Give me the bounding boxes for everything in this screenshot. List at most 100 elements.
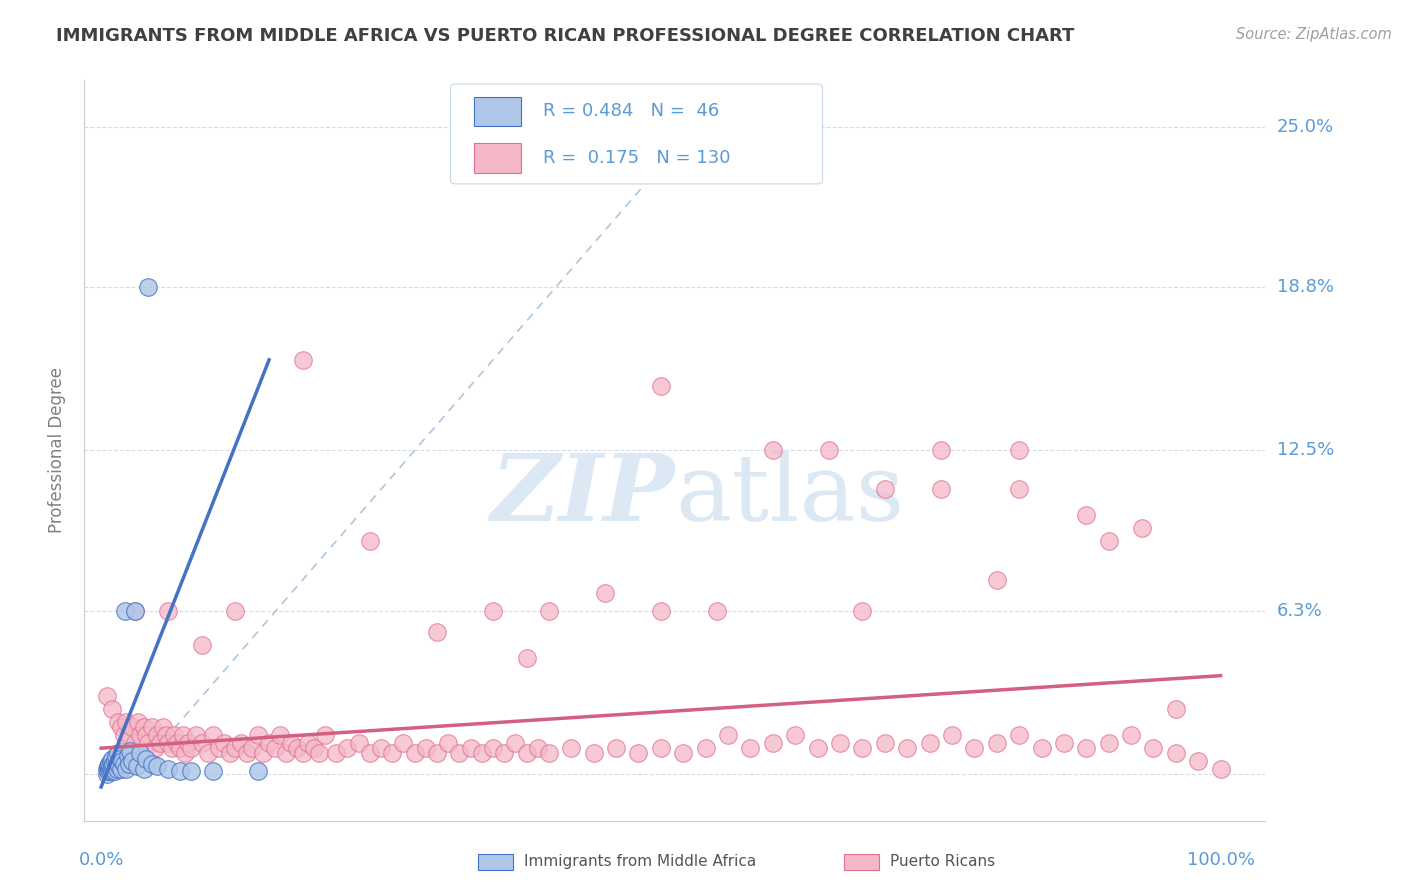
Text: ZIP: ZIP	[491, 450, 675, 540]
Point	[202, 728, 225, 742]
Point	[96, 762, 118, 776]
Point	[107, 747, 129, 761]
Point	[121, 754, 143, 768]
Point	[986, 573, 1008, 587]
Point	[605, 741, 627, 756]
Point	[269, 728, 291, 742]
Point	[208, 741, 231, 756]
Point	[1076, 508, 1098, 523]
Point	[107, 756, 129, 771]
Point	[125, 759, 148, 773]
Point	[695, 741, 717, 756]
Point	[240, 741, 263, 756]
Point	[1076, 741, 1098, 756]
Point	[132, 721, 155, 735]
Point	[110, 762, 132, 776]
Point	[336, 741, 359, 756]
Point	[169, 741, 191, 756]
Point	[136, 280, 159, 294]
Point	[717, 728, 740, 742]
Point	[101, 751, 124, 765]
Point	[191, 638, 214, 652]
Point	[526, 741, 548, 756]
Point	[155, 728, 177, 742]
Point	[121, 721, 143, 735]
Point	[516, 747, 538, 761]
Point	[263, 741, 285, 756]
Bar	[474, 96, 522, 126]
Point	[918, 736, 941, 750]
Point	[1119, 728, 1142, 742]
Point	[246, 764, 269, 779]
Point	[381, 747, 404, 761]
Point	[1098, 736, 1121, 750]
Point	[160, 741, 183, 756]
Point	[117, 748, 139, 763]
Text: R = 0.484   N =  46: R = 0.484 N = 46	[543, 103, 718, 120]
Point	[100, 762, 122, 776]
Point	[1098, 534, 1121, 549]
Point	[152, 721, 174, 735]
Point	[392, 736, 415, 750]
Point	[851, 604, 873, 618]
Point	[1164, 747, 1187, 761]
Point	[124, 736, 146, 750]
Point	[101, 764, 124, 779]
Point	[157, 604, 180, 618]
Point	[762, 736, 785, 750]
Point	[873, 736, 896, 750]
Point	[1008, 483, 1031, 497]
Point	[291, 352, 314, 367]
Point	[291, 747, 314, 761]
Point	[537, 604, 560, 618]
Point	[627, 747, 650, 761]
Point	[650, 604, 672, 618]
Point	[1031, 741, 1053, 756]
Point	[986, 736, 1008, 750]
Point	[172, 728, 194, 742]
Point	[896, 741, 918, 756]
Point	[1142, 741, 1164, 756]
Point	[118, 756, 141, 771]
Point	[103, 754, 125, 768]
Point	[246, 728, 269, 742]
Point	[229, 736, 252, 750]
Point	[98, 764, 121, 779]
Text: IMMIGRANTS FROM MIDDLE AFRICA VS PUERTO RICAN PROFESSIONAL DEGREE CORRELATION CH: IMMIGRANTS FROM MIDDLE AFRICA VS PUERTO …	[56, 27, 1074, 45]
Point	[169, 764, 191, 779]
Point	[274, 747, 297, 761]
Point	[1164, 702, 1187, 716]
Point	[107, 715, 129, 730]
Point	[1008, 443, 1031, 458]
Point	[104, 759, 127, 773]
Point	[516, 650, 538, 665]
Point	[103, 764, 125, 779]
Point	[1209, 762, 1232, 776]
Point	[426, 624, 449, 639]
Point	[98, 756, 121, 771]
Point	[98, 762, 121, 776]
Point	[202, 764, 225, 779]
Point	[672, 747, 695, 761]
Text: 25.0%: 25.0%	[1277, 118, 1334, 136]
Point	[426, 747, 449, 761]
Point	[706, 604, 728, 618]
Point	[482, 741, 505, 756]
Point	[214, 736, 236, 750]
Point	[494, 747, 516, 761]
Point	[100, 754, 122, 768]
Point	[1187, 754, 1209, 768]
Point	[851, 741, 873, 756]
Point	[141, 721, 163, 735]
Point	[157, 736, 180, 750]
Point	[325, 747, 347, 761]
Point	[224, 604, 246, 618]
Point	[560, 741, 582, 756]
Point	[404, 747, 426, 761]
Point	[143, 741, 166, 756]
Point	[505, 736, 527, 750]
Point	[135, 751, 157, 765]
Text: 18.8%: 18.8%	[1277, 278, 1333, 296]
Point	[103, 756, 125, 771]
Point	[437, 736, 460, 750]
